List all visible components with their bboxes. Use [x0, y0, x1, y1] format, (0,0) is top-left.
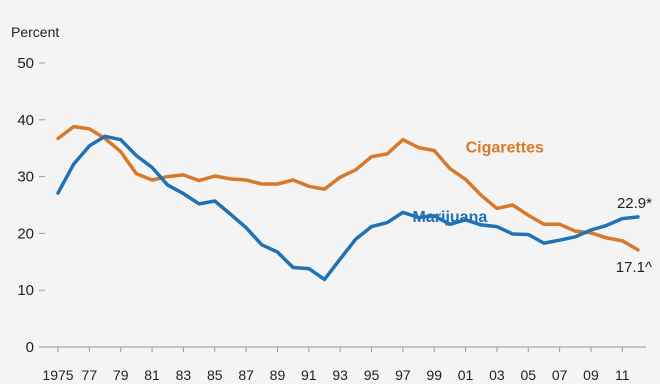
end-value-label: 17.1^: [616, 259, 652, 276]
series-line-cigarettes: [56, 124, 640, 252]
x-tick-label: 87: [238, 367, 254, 383]
y-tick-label: 10: [17, 282, 34, 299]
y-axis-label: Percent: [11, 24, 59, 40]
x-tick-label: 97: [395, 367, 411, 383]
x-tick-label: 89: [270, 367, 286, 383]
series-line-marijuana: [56, 134, 640, 282]
y-tick-label: 50: [17, 55, 34, 72]
x-tick-label: 03: [489, 367, 505, 383]
x-tick-label: 95: [364, 367, 380, 383]
x-tick-label: 1975: [42, 367, 73, 383]
y-tick-label: 40: [17, 112, 34, 129]
x-axis: 1975 77 79 81 83 85 87 89 91 93 95 97 99 01 03 05 07 09 11: [42, 347, 630, 383]
x-tick-label: 79: [113, 367, 129, 383]
x-tick-label: 09: [583, 367, 599, 383]
y-tick-label: 0: [26, 339, 34, 356]
x-tick-label: 85: [207, 367, 223, 383]
x-tick-label: 93: [332, 367, 348, 383]
x-tick-label: 77: [82, 367, 98, 383]
y-axis: 0 10 20 30 40 50: [17, 55, 45, 356]
label-layer: Cigarettes Marijuana 22.9* 17.1^: [413, 140, 653, 276]
x-tick-label: 07: [552, 367, 568, 383]
series-layer: [56, 124, 640, 282]
x-tick-label: 11: [615, 367, 630, 383]
series-label-marijuana: Marijuana: [413, 209, 488, 226]
x-tick-label: 83: [176, 367, 192, 383]
x-tick-label: 91: [301, 367, 317, 383]
x-tick-label: 81: [144, 367, 160, 383]
x-tick-label: 05: [520, 367, 536, 383]
series-label-cigarettes: Cigarettes: [466, 140, 544, 157]
y-tick-label: 20: [17, 225, 34, 242]
end-value-label: 22.9*: [617, 195, 652, 212]
x-tick-label: 99: [426, 367, 442, 383]
y-tick-label: 30: [17, 169, 34, 186]
x-tick-label: 01: [458, 367, 474, 383]
